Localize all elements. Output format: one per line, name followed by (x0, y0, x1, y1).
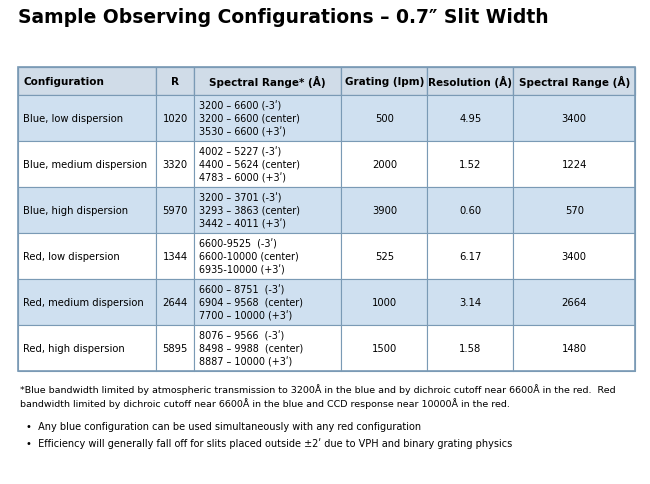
Bar (341, 96, 428, 142)
Text: 1000: 1000 (372, 297, 397, 307)
Bar (194, 279, 341, 325)
Text: 1224: 1224 (562, 160, 587, 170)
Text: 2664: 2664 (562, 297, 587, 307)
Bar (341, 233, 428, 279)
Text: 1.52: 1.52 (460, 160, 482, 170)
Bar (514, 233, 635, 279)
Text: Spectral Range (Å): Spectral Range (Å) (519, 76, 630, 88)
Text: Configuration: Configuration (23, 77, 104, 87)
Bar (341, 68, 428, 96)
Bar (18, 279, 157, 325)
Text: Red, high dispersion: Red, high dispersion (23, 343, 125, 353)
Text: 6.17: 6.17 (460, 252, 482, 261)
Text: Resolution (Å): Resolution (Å) (428, 76, 512, 88)
Bar (18, 233, 157, 279)
Bar (514, 68, 635, 96)
Bar (514, 142, 635, 188)
Bar (428, 325, 514, 371)
Bar (514, 188, 635, 233)
Bar (18, 325, 157, 371)
Text: Spectral Range* (Å): Spectral Range* (Å) (209, 76, 326, 88)
Text: 525: 525 (375, 252, 394, 261)
Text: 1020: 1020 (162, 114, 188, 124)
Text: 1480: 1480 (562, 343, 587, 353)
Text: 6600 – 8751  (-3ʹ)
6904 – 9568  (center)
7700 – 10000 (+3ʹ): 6600 – 8751 (-3ʹ) 6904 – 9568 (center) 7… (199, 284, 303, 320)
Text: 3320: 3320 (162, 160, 188, 170)
Bar (18, 142, 157, 188)
Text: 570: 570 (565, 206, 584, 215)
Text: 500: 500 (375, 114, 394, 124)
Bar (194, 96, 341, 142)
Bar (428, 188, 514, 233)
Text: 3.14: 3.14 (460, 297, 482, 307)
Text: 6600-9525  (-3ʹ)
6600-10000 (center)
6935-10000 (+3ʹ): 6600-9525 (-3ʹ) 6600-10000 (center) 6935… (199, 238, 298, 274)
Text: 3400: 3400 (562, 114, 587, 124)
Bar (428, 233, 514, 279)
Text: 0.60: 0.60 (460, 206, 482, 215)
Text: 4.95: 4.95 (460, 114, 482, 124)
Bar (157, 279, 194, 325)
Bar (18, 188, 157, 233)
Text: Blue, medium dispersion: Blue, medium dispersion (23, 160, 147, 170)
Bar (194, 325, 341, 371)
Bar (341, 279, 428, 325)
Text: Red, medium dispersion: Red, medium dispersion (23, 297, 144, 307)
Text: 1.58: 1.58 (460, 343, 482, 353)
Bar (18, 68, 157, 96)
Bar (341, 325, 428, 371)
Text: 3200 – 3701 (-3ʹ)
3293 – 3863 (center)
3442 – 4011 (+3ʹ): 3200 – 3701 (-3ʹ) 3293 – 3863 (center) 3… (199, 193, 300, 229)
Text: •  Efficiency will generally fall off for slits placed outside ±2ʹ due to VPH an: • Efficiency will generally fall off for… (26, 437, 512, 448)
Bar (157, 96, 194, 142)
Bar (157, 68, 194, 96)
Bar (428, 68, 514, 96)
Bar (514, 279, 635, 325)
Text: 8076 – 9566  (-3ʹ)
8498 – 9988  (center)
8887 – 10000 (+3ʹ): 8076 – 9566 (-3ʹ) 8498 – 9988 (center) 8… (199, 330, 303, 366)
Bar (428, 142, 514, 188)
Text: Grating (lpm): Grating (lpm) (344, 77, 424, 87)
Text: 5970: 5970 (162, 206, 188, 215)
Bar (18, 96, 157, 142)
Text: 5895: 5895 (162, 343, 188, 353)
Bar (194, 142, 341, 188)
Bar (341, 142, 428, 188)
Bar (18, 68, 635, 371)
Text: Blue, high dispersion: Blue, high dispersion (23, 206, 128, 215)
Bar (157, 325, 194, 371)
Text: 4002 – 5227 (-3ʹ)
4400 – 5624 (center)
4783 – 6000 (+3ʹ): 4002 – 5227 (-3ʹ) 4400 – 5624 (center) 4… (199, 147, 300, 183)
Bar (194, 233, 341, 279)
Bar (157, 142, 194, 188)
Text: 3900: 3900 (372, 206, 397, 215)
Bar (341, 188, 428, 233)
Text: Sample Observing Configurations – 0.7″ Slit Width: Sample Observing Configurations – 0.7″ S… (18, 8, 549, 27)
Text: 1500: 1500 (372, 343, 397, 353)
Bar (194, 68, 341, 96)
Bar (514, 96, 635, 142)
Text: Blue, low dispersion: Blue, low dispersion (23, 114, 123, 124)
Text: *Blue bandwidth limited by atmospheric transmission to 3200Å in the blue and by : *Blue bandwidth limited by atmospheric t… (20, 383, 616, 408)
Bar (157, 188, 194, 233)
Bar (194, 188, 341, 233)
Bar (428, 96, 514, 142)
Bar (428, 279, 514, 325)
Text: Red, low dispersion: Red, low dispersion (23, 252, 120, 261)
Text: •  Any blue configuration can be used simultaneously with any red configuration: • Any blue configuration can be used sim… (26, 421, 421, 431)
Text: R: R (171, 77, 179, 87)
Text: 3200 – 6600 (-3ʹ)
3200 – 6600 (center)
3530 – 6600 (+3ʹ): 3200 – 6600 (-3ʹ) 3200 – 6600 (center) 3… (199, 101, 300, 137)
Bar (514, 325, 635, 371)
Bar (157, 233, 194, 279)
Text: 2000: 2000 (372, 160, 397, 170)
Text: 3400: 3400 (562, 252, 587, 261)
Text: 1344: 1344 (162, 252, 188, 261)
Text: 2644: 2644 (162, 297, 188, 307)
